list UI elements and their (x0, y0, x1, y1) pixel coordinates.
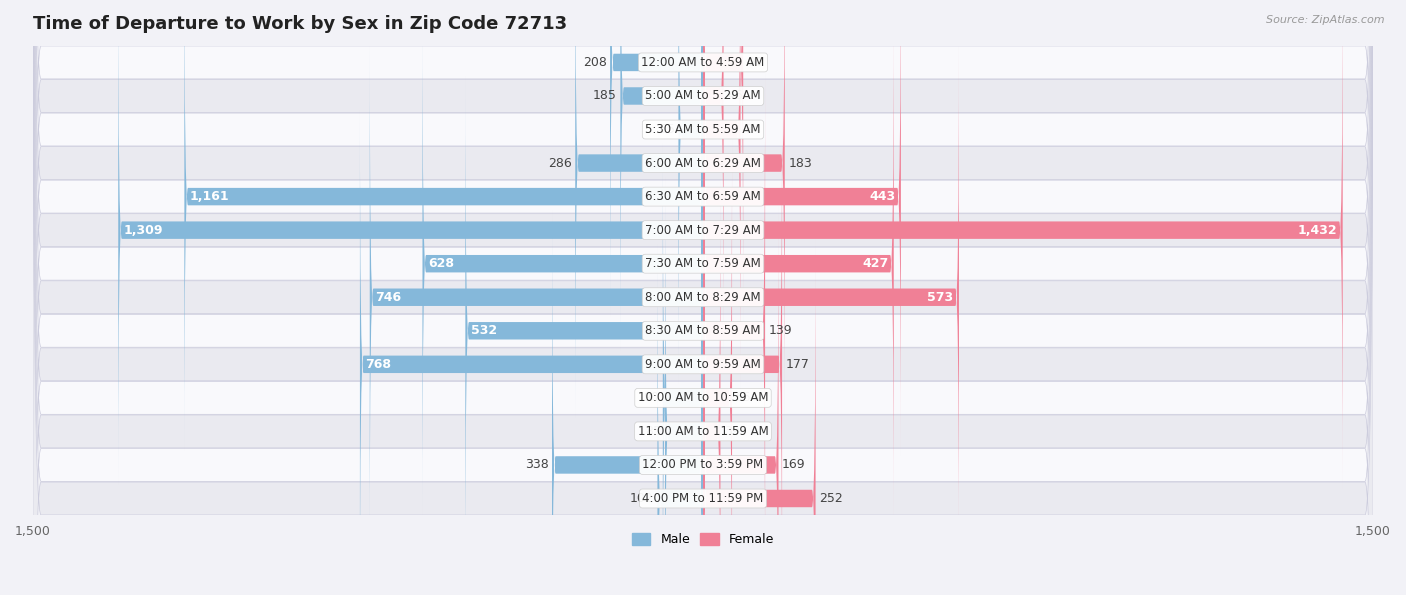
Text: 7:00 AM to 7:29 AM: 7:00 AM to 7:29 AM (645, 224, 761, 237)
FancyBboxPatch shape (32, 0, 1374, 595)
FancyBboxPatch shape (665, 172, 703, 595)
FancyBboxPatch shape (610, 0, 703, 322)
Text: 573: 573 (928, 291, 953, 303)
FancyBboxPatch shape (32, 0, 1374, 595)
Text: 12:00 AM to 4:59 AM: 12:00 AM to 4:59 AM (641, 56, 765, 69)
FancyBboxPatch shape (703, 138, 733, 595)
FancyBboxPatch shape (32, 0, 1374, 595)
Text: 5:30 AM to 5:59 AM: 5:30 AM to 5:59 AM (645, 123, 761, 136)
Text: 6:30 AM to 6:59 AM: 6:30 AM to 6:59 AM (645, 190, 761, 203)
Text: 4:00 PM to 11:59 PM: 4:00 PM to 11:59 PM (643, 492, 763, 505)
Text: 338: 338 (524, 459, 548, 471)
Text: 443: 443 (869, 190, 896, 203)
FancyBboxPatch shape (703, 4, 894, 524)
FancyBboxPatch shape (32, 0, 1374, 595)
Text: 177: 177 (786, 358, 810, 371)
FancyBboxPatch shape (703, 71, 765, 590)
Text: 139: 139 (769, 324, 793, 337)
FancyBboxPatch shape (703, 37, 959, 557)
Text: 768: 768 (366, 358, 391, 371)
FancyBboxPatch shape (360, 105, 703, 595)
FancyBboxPatch shape (679, 0, 703, 389)
FancyBboxPatch shape (184, 0, 703, 456)
FancyBboxPatch shape (32, 0, 1374, 595)
FancyBboxPatch shape (553, 205, 703, 595)
FancyBboxPatch shape (658, 239, 703, 595)
FancyBboxPatch shape (32, 0, 1374, 595)
FancyBboxPatch shape (703, 205, 779, 595)
Text: 1,161: 1,161 (190, 190, 229, 203)
Text: 65: 65 (735, 392, 751, 405)
FancyBboxPatch shape (662, 138, 703, 595)
FancyBboxPatch shape (703, 0, 901, 456)
FancyBboxPatch shape (703, 0, 724, 356)
Text: 55: 55 (659, 123, 675, 136)
Text: 11:00 AM to 11:59 AM: 11:00 AM to 11:59 AM (638, 425, 768, 438)
FancyBboxPatch shape (32, 0, 1374, 595)
FancyBboxPatch shape (422, 4, 703, 524)
FancyBboxPatch shape (32, 0, 1374, 595)
Text: 185: 185 (593, 89, 617, 102)
Text: 6:00 AM to 6:29 AM: 6:00 AM to 6:29 AM (645, 156, 761, 170)
FancyBboxPatch shape (370, 37, 703, 557)
Text: 5:00 AM to 5:29 AM: 5:00 AM to 5:29 AM (645, 89, 761, 102)
Text: 90: 90 (644, 392, 659, 405)
FancyBboxPatch shape (620, 0, 703, 356)
Text: 169: 169 (782, 459, 806, 471)
Text: 628: 628 (427, 257, 454, 270)
FancyBboxPatch shape (703, 0, 1343, 490)
FancyBboxPatch shape (703, 0, 785, 422)
Text: 1,309: 1,309 (124, 224, 163, 237)
FancyBboxPatch shape (32, 0, 1374, 595)
FancyBboxPatch shape (575, 0, 703, 422)
FancyBboxPatch shape (32, 0, 1374, 595)
FancyBboxPatch shape (465, 71, 703, 590)
Text: 102: 102 (630, 492, 654, 505)
Text: 532: 532 (471, 324, 496, 337)
Text: 85: 85 (645, 425, 661, 438)
Text: 84: 84 (744, 123, 761, 136)
FancyBboxPatch shape (703, 105, 782, 595)
Text: 39: 39 (724, 425, 740, 438)
Text: 12:00 PM to 3:59 PM: 12:00 PM to 3:59 PM (643, 459, 763, 471)
Text: 746: 746 (375, 291, 401, 303)
Text: Time of Departure to Work by Sex in Zip Code 72713: Time of Departure to Work by Sex in Zip … (32, 15, 567, 33)
Text: 8:00 AM to 8:29 AM: 8:00 AM to 8:29 AM (645, 291, 761, 303)
Text: 7:30 AM to 7:59 AM: 7:30 AM to 7:59 AM (645, 257, 761, 270)
Text: 183: 183 (789, 156, 813, 170)
Text: Source: ZipAtlas.com: Source: ZipAtlas.com (1267, 15, 1385, 25)
Text: 427: 427 (862, 257, 889, 270)
Text: 208: 208 (582, 56, 606, 69)
Text: 8:30 AM to 8:59 AM: 8:30 AM to 8:59 AM (645, 324, 761, 337)
Text: 286: 286 (548, 156, 572, 170)
Text: 9:00 AM to 9:59 AM: 9:00 AM to 9:59 AM (645, 358, 761, 371)
Text: 252: 252 (820, 492, 842, 505)
FancyBboxPatch shape (118, 0, 703, 490)
Legend: Male, Female: Male, Female (627, 528, 779, 552)
Text: 10:00 AM to 10:59 AM: 10:00 AM to 10:59 AM (638, 392, 768, 405)
FancyBboxPatch shape (703, 239, 815, 595)
Text: 90: 90 (747, 56, 762, 69)
FancyBboxPatch shape (32, 0, 1374, 595)
Text: 46: 46 (727, 89, 742, 102)
FancyBboxPatch shape (703, 0, 741, 389)
FancyBboxPatch shape (32, 0, 1374, 595)
FancyBboxPatch shape (703, 0, 744, 322)
FancyBboxPatch shape (32, 0, 1374, 595)
FancyBboxPatch shape (703, 172, 720, 595)
Text: 1,432: 1,432 (1298, 224, 1337, 237)
FancyBboxPatch shape (32, 0, 1374, 595)
